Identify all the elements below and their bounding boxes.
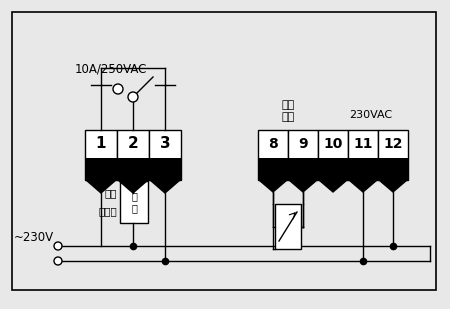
Circle shape	[128, 92, 138, 102]
Polygon shape	[259, 180, 287, 192]
Circle shape	[54, 242, 62, 250]
Text: 12: 12	[383, 137, 403, 150]
Bar	[348, 130, 378, 180]
Bar	[85, 130, 117, 180]
Text: 230VAC: 230VAC	[350, 110, 392, 120]
Bar	[12, 12, 436, 290]
Polygon shape	[150, 180, 180, 193]
Bar	[258, 130, 288, 180]
Text: 探头: 探头	[281, 112, 295, 122]
Text: 1: 1	[96, 136, 106, 151]
Text: 交流: 交流	[104, 188, 117, 198]
Bar	[117, 158, 149, 180]
Text: 制
热: 制 热	[131, 191, 137, 213]
Bar	[117, 130, 149, 180]
Text: 9: 9	[298, 137, 308, 150]
Text: 8: 8	[268, 137, 278, 150]
Polygon shape	[349, 180, 377, 192]
Polygon shape	[86, 180, 116, 193]
Bar	[275, 204, 301, 249]
Bar	[85, 158, 117, 180]
Bar	[288, 130, 318, 180]
Text: 3: 3	[160, 136, 170, 151]
Circle shape	[113, 84, 123, 94]
Polygon shape	[118, 180, 148, 193]
Bar	[318, 158, 348, 180]
Bar	[318, 130, 348, 180]
Polygon shape	[319, 180, 347, 192]
Text: 感温: 感温	[281, 100, 295, 110]
Text: 接触器: 接触器	[98, 206, 117, 216]
Circle shape	[54, 257, 62, 265]
Text: 10: 10	[323, 137, 343, 150]
Bar	[348, 158, 378, 180]
Text: 10A/250VAC: 10A/250VAC	[75, 62, 148, 75]
Bar	[378, 158, 408, 180]
Bar	[120, 181, 148, 223]
Bar	[149, 130, 181, 180]
Bar	[288, 158, 318, 180]
Bar	[258, 158, 288, 180]
Bar	[378, 130, 408, 180]
Text: 11: 11	[353, 137, 373, 150]
Text: 2: 2	[128, 136, 139, 151]
Bar	[149, 158, 181, 180]
Text: ~230V: ~230V	[14, 231, 54, 244]
Polygon shape	[289, 180, 317, 192]
Polygon shape	[379, 180, 407, 192]
